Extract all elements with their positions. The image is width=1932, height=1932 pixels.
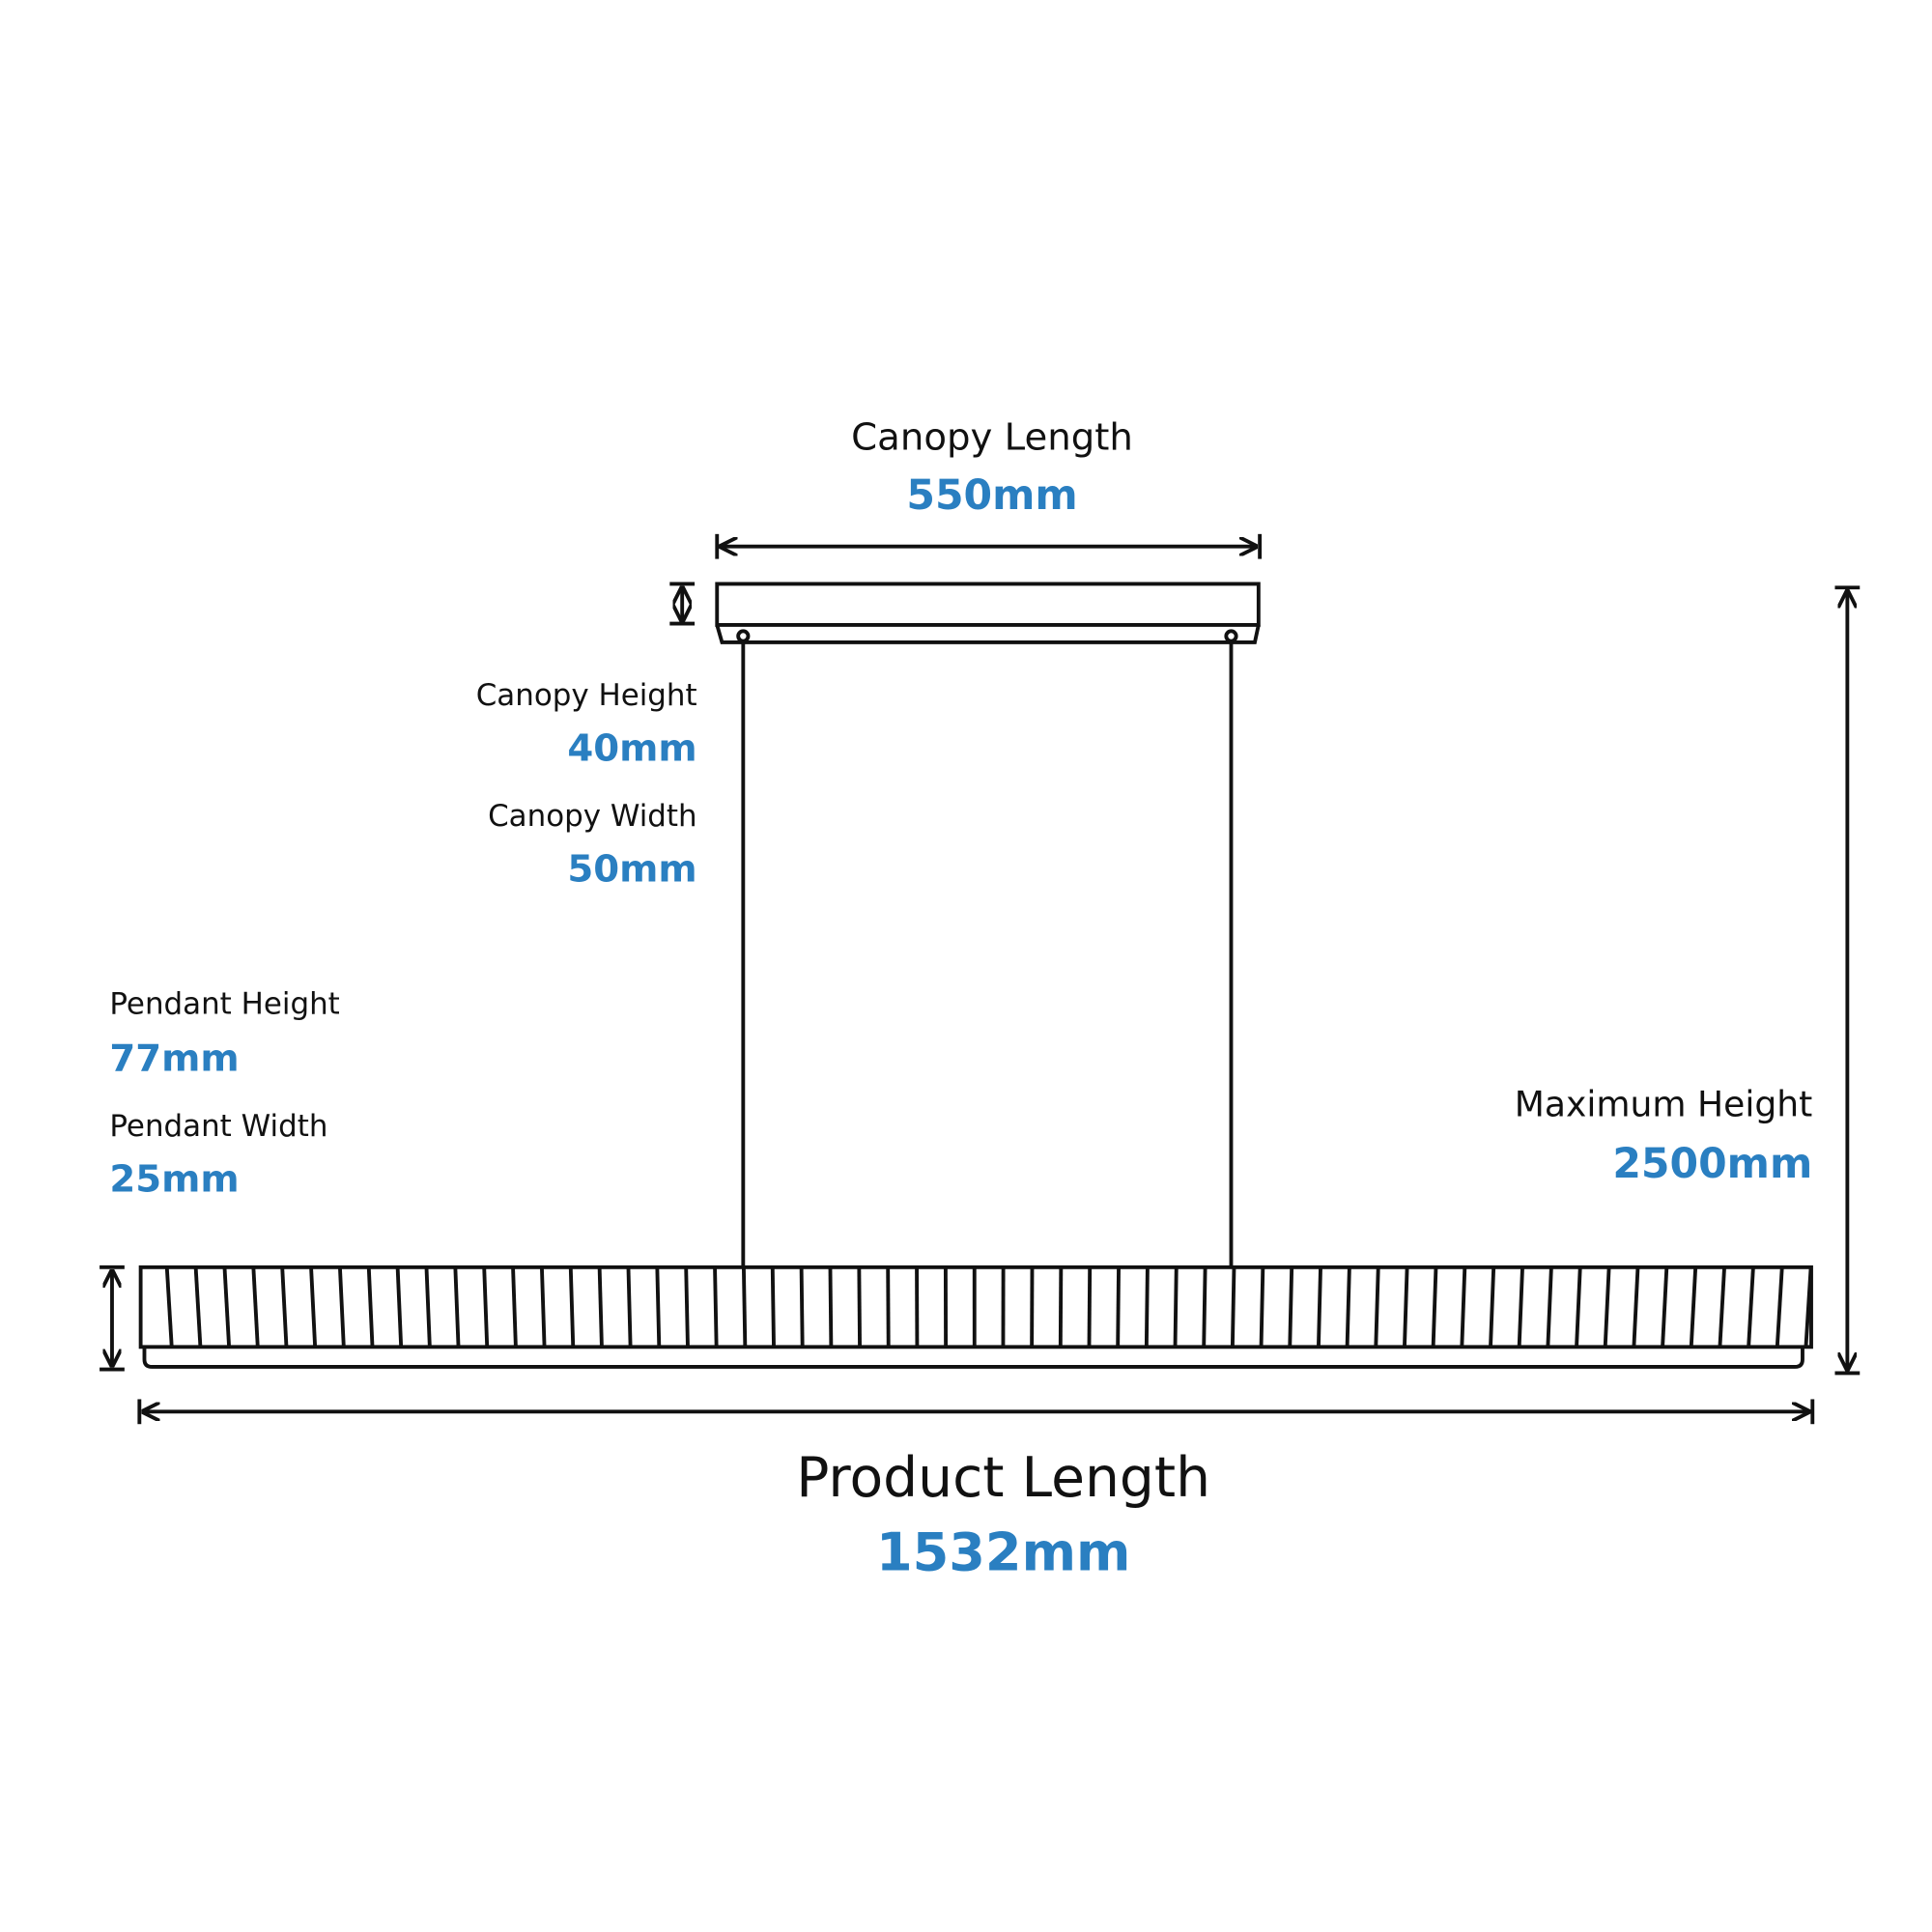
slat [1603, 1266, 1611, 1348]
value: 25mm [109, 1157, 239, 1201]
slat [886, 1266, 891, 1348]
slat [453, 1266, 461, 1348]
label: Canopy Length [851, 415, 1133, 459]
slat [1144, 1266, 1150, 1348]
slat [1173, 1266, 1179, 1348]
value: 77mm [109, 1037, 239, 1080]
slat [1345, 1266, 1351, 1348]
dimension-arrows [99, 533, 1861, 1425]
label: Canopy Width [488, 799, 697, 834]
value: 1532mm [876, 1521, 1130, 1582]
slat [309, 1266, 318, 1348]
slat [1058, 1266, 1064, 1348]
slat [424, 1266, 432, 1348]
slat [1632, 1266, 1640, 1348]
label: Canopy Height [476, 678, 697, 713]
slat [366, 1266, 375, 1348]
slat [280, 1266, 289, 1348]
slat [482, 1266, 490, 1348]
slat [251, 1266, 260, 1348]
slat [1747, 1266, 1755, 1348]
slat [1403, 1266, 1409, 1348]
label: Product Length [796, 1446, 1210, 1510]
pendant [138, 1264, 1813, 1369]
slat [395, 1266, 404, 1348]
slat [1517, 1266, 1524, 1348]
label: Pendant Height [109, 987, 339, 1022]
value: 2500mm [1612, 1141, 1812, 1188]
slat [337, 1266, 346, 1348]
slat [511, 1266, 518, 1348]
slat [828, 1266, 834, 1348]
slat [1202, 1266, 1208, 1348]
slat [1288, 1266, 1294, 1348]
slat [1575, 1266, 1582, 1348]
slat [770, 1266, 776, 1348]
slat [568, 1266, 576, 1348]
slat [1374, 1266, 1380, 1348]
slat [193, 1266, 203, 1348]
slat [741, 1266, 748, 1348]
slat [1689, 1266, 1698, 1348]
slat [1316, 1266, 1322, 1348]
slat [539, 1266, 547, 1348]
slat [1087, 1266, 1093, 1348]
slat [799, 1266, 805, 1348]
slat [857, 1266, 862, 1348]
slat [1116, 1266, 1121, 1348]
slat [164, 1266, 174, 1348]
slat [597, 1266, 604, 1348]
canopy [715, 582, 1261, 644]
slat [1259, 1266, 1265, 1348]
slat [626, 1266, 633, 1348]
slat [1804, 1266, 1813, 1348]
slat [1661, 1266, 1669, 1348]
label: Maximum Height [1515, 1085, 1813, 1125]
wires [741, 640, 1234, 1267]
slat [1546, 1266, 1553, 1348]
slat [1718, 1266, 1726, 1348]
slat [1489, 1266, 1496, 1348]
slat [222, 1266, 232, 1348]
slat [655, 1266, 662, 1348]
value: 50mm [567, 848, 696, 892]
slat [713, 1266, 719, 1348]
value: 40mm [567, 727, 696, 771]
slat [1775, 1266, 1784, 1348]
slat [684, 1266, 690, 1348]
value: 550mm [906, 472, 1077, 520]
label: Pendant Width [109, 1109, 327, 1144]
slat [1431, 1266, 1438, 1348]
slat [1460, 1266, 1467, 1348]
slat [1230, 1266, 1236, 1348]
